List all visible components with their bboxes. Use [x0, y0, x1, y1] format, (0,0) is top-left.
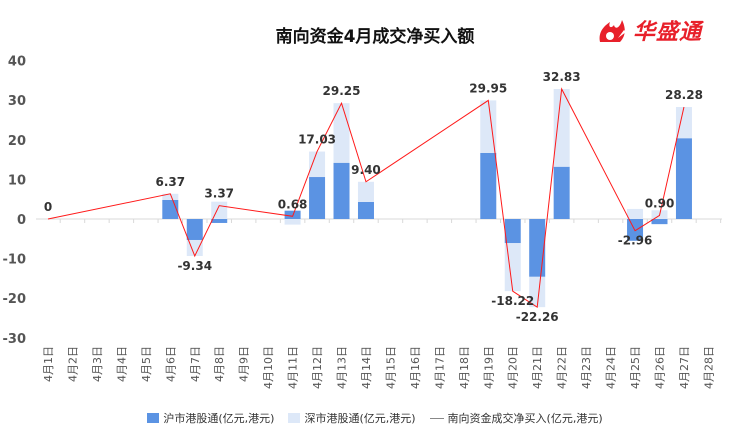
legend: 沪市港股通(亿元,港元) 深市港股通(亿元,港元) 南向资金成交净买入(亿元,港… [0, 410, 750, 426]
y-tick-label: 40 [8, 55, 26, 70]
brand-logo: 华盛通 [596, 14, 702, 46]
total-line [47, 87, 685, 309]
bar-sz [480, 100, 497, 153]
bar-sz [627, 208, 644, 219]
legend-item-sh[interactable]: 沪市港股通(亿元,港元) [147, 410, 274, 426]
bar-sh [529, 219, 546, 277]
x-tick-label: 4月1日 [42, 346, 55, 382]
data-label: 28.28 [665, 88, 703, 102]
legend-swatch [147, 413, 160, 423]
data-label: 32.83 [543, 70, 581, 84]
bar-sh [186, 219, 203, 240]
bar-sh [162, 199, 179, 219]
x-tick-label: 4月21日 [531, 346, 544, 389]
legend-label: 深市港股通(亿元,港元) [304, 412, 416, 425]
y-tick-label: -20 [3, 292, 27, 307]
bar-sh [333, 162, 350, 219]
bar-sz [333, 103, 350, 163]
bar-sh [357, 201, 374, 219]
x-tick-label: 4月22日 [556, 346, 569, 389]
x-tick-label: 4月24日 [605, 346, 618, 389]
x-tick-label: 4月18日 [458, 346, 471, 389]
legend-label: 南向资金成交净买入(亿元,港元) [447, 412, 603, 425]
x-tick-label: 4月13日 [336, 346, 349, 389]
data-label: 29.95 [469, 81, 507, 95]
bar-sz [309, 151, 326, 178]
x-tick-label: 4月5日 [140, 346, 153, 382]
bar-sz [529, 276, 546, 308]
bar-sz [284, 219, 301, 225]
x-tick-label: 4月28日 [702, 346, 715, 389]
x-tick-label: 4月9日 [238, 346, 251, 382]
bar-sz [162, 193, 179, 200]
legend-line [429, 417, 444, 419]
x-tick-label: 4月4日 [115, 346, 128, 382]
x-tick-label: 4月10日 [262, 346, 275, 389]
data-label: 0 [44, 200, 52, 214]
x-tick-label: 4月11日 [287, 346, 300, 389]
x-tick-label: 4月12日 [311, 346, 324, 389]
bar-sh [309, 177, 326, 219]
y-tick-label: 0 [17, 213, 26, 228]
y-tick-label: 30 [8, 94, 26, 109]
bar-sh [553, 166, 570, 219]
x-tick-label: 4月15日 [384, 346, 397, 389]
bar-sh [480, 152, 497, 219]
data-label: -18.22 [491, 294, 534, 308]
y-tick-label: 10 [8, 173, 26, 188]
data-label: 0.68 [278, 197, 308, 211]
bar-sz [675, 107, 692, 139]
x-tick-label: 4月19日 [482, 346, 495, 389]
x-tick-label: 4月8日 [213, 346, 226, 382]
data-label: 0.90 [645, 196, 675, 210]
data-label: 3.37 [204, 187, 234, 201]
x-tick-label: 4月14日 [360, 346, 373, 389]
y-tick-label: -10 [3, 253, 27, 268]
bar-sz [553, 88, 570, 167]
x-tick-label: 4月7日 [189, 346, 202, 382]
x-tick-label: 4月6日 [164, 346, 177, 382]
x-tick-label: 4月26日 [654, 346, 667, 389]
bar-sh [284, 210, 301, 219]
y-tick-label: 20 [8, 134, 26, 149]
bar-sh [504, 219, 521, 244]
bar-sh [675, 138, 692, 219]
data-label: -9.34 [177, 259, 212, 273]
x-tick-label: 4月16日 [409, 346, 422, 389]
bar-sz [357, 181, 374, 202]
legend-item-total[interactable]: 南向资金成交净买入(亿元,港元) [429, 410, 603, 426]
data-label: 17.03 [298, 133, 336, 147]
data-label: 9.40 [351, 163, 381, 177]
x-tick-label: 4月23日 [580, 346, 593, 389]
x-tick-label: 4月25日 [629, 346, 642, 389]
bar-sz [504, 243, 521, 292]
data-label: -2.96 [618, 234, 653, 248]
x-tick-label: 4月2日 [66, 346, 79, 382]
legend-label: 沪市港股通(亿元,港元) [163, 412, 275, 425]
x-tick-label: 4月3日 [91, 346, 104, 382]
y-tick-label: -30 [3, 332, 27, 347]
flame-logo-icon [599, 20, 626, 42]
chart-title: 南向资金4月成交净买入额 [275, 27, 475, 47]
data-label: -22.26 [516, 310, 559, 324]
x-tick-label: 4月27日 [678, 346, 691, 389]
legend-swatch [288, 413, 301, 423]
x-tick-label: 4月20日 [507, 346, 520, 389]
bar-sh [211, 219, 228, 223]
data-label: 29.25 [323, 84, 361, 98]
bar-sh [651, 219, 668, 225]
legend-item-sz[interactable]: 深市港股通(亿元,港元) [288, 410, 416, 426]
bar-sz [186, 239, 203, 256]
logo-text: 华盛通 [633, 20, 703, 45]
x-tick-label: 4月17日 [433, 346, 446, 389]
data-label: 6.37 [155, 175, 185, 189]
